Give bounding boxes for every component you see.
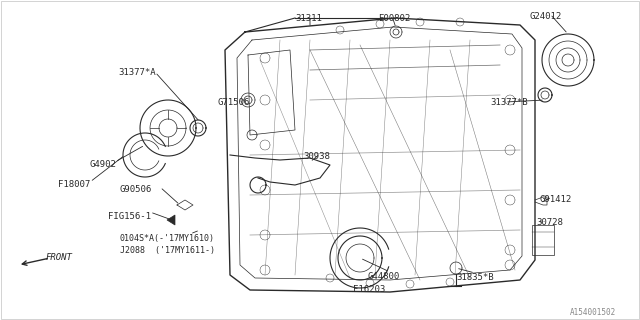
Text: G24012: G24012: [530, 12, 563, 21]
Text: J2088  ('17MY1611-): J2088 ('17MY1611-): [120, 246, 215, 255]
Polygon shape: [167, 215, 175, 225]
Text: F18007: F18007: [58, 180, 90, 189]
Text: FRONT: FRONT: [46, 253, 73, 262]
Bar: [532, 225, 554, 255]
Text: G4902: G4902: [90, 160, 117, 169]
Text: 31377*A: 31377*A: [118, 68, 156, 77]
Text: 31311: 31311: [295, 14, 322, 23]
Text: 0104S*A(-'17MY1610): 0104S*A(-'17MY1610): [120, 234, 215, 243]
Text: G91412: G91412: [540, 195, 572, 204]
Text: A154001502: A154001502: [570, 308, 616, 317]
Text: 30938: 30938: [303, 152, 330, 161]
Text: F16203: F16203: [353, 285, 385, 294]
Text: G90506: G90506: [120, 185, 152, 194]
Text: E00802: E00802: [378, 14, 410, 23]
Text: 31377*B: 31377*B: [490, 98, 527, 107]
Text: G71506: G71506: [218, 98, 250, 107]
Text: 30728: 30728: [536, 218, 563, 227]
Text: G44800: G44800: [368, 272, 400, 281]
Text: FIG156-1: FIG156-1: [108, 212, 151, 221]
Text: 31835*B: 31835*B: [456, 273, 493, 282]
